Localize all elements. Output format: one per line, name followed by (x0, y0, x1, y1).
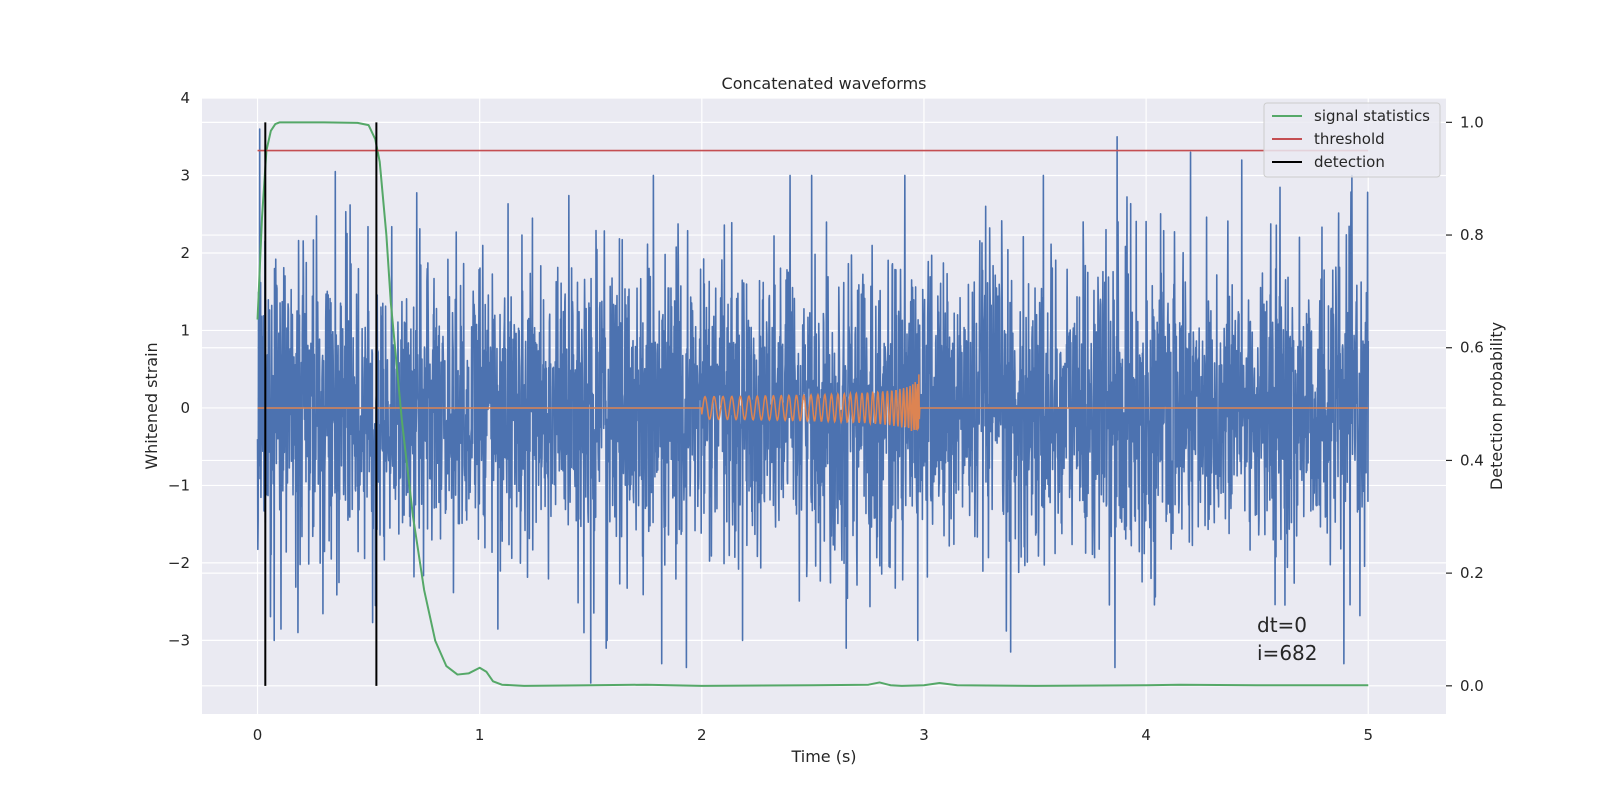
legend: signal statistics threshold detection (1263, 102, 1441, 178)
y-tick-label: 0 (180, 399, 190, 417)
annotation: dt=0 i=682 (1257, 613, 1318, 665)
x-tick-label: 0 (253, 726, 263, 744)
x-tick-label: 5 (1363, 726, 1373, 744)
y-tick-label: 4 (180, 89, 190, 107)
x-axis-label: Time (s) (790, 747, 856, 766)
signal-statistics-series (256, 121, 1369, 687)
annotation-line-dt: dt=0 (1257, 613, 1307, 637)
y-tick-label: 2 (180, 244, 190, 262)
y-right-tick-label: 0.4 (1460, 451, 1484, 469)
y-right-tick-label: 0.6 (1460, 339, 1484, 357)
strain-line (256, 128, 1370, 684)
signal-statistics-line (256, 121, 1369, 687)
x-tick-label: 4 (1141, 726, 1151, 744)
y-tick-label: −3 (168, 631, 190, 649)
y-tick-label: 1 (180, 321, 190, 339)
y-right-tick-label: 0.0 (1460, 677, 1484, 695)
chart-title: Concatenated waveforms (722, 74, 927, 93)
injected-waveform-series (257, 374, 1369, 432)
legend-label-detection: detection (1314, 153, 1385, 171)
x-tick-label: 1 (475, 726, 485, 744)
y-right-tick-label: 0.8 (1460, 226, 1484, 244)
annotation-line-i: i=682 (1257, 641, 1318, 665)
injected-waveform-line (257, 374, 1369, 432)
legend-label-threshold: threshold (1314, 130, 1385, 148)
detection-series (264, 122, 378, 686)
y-right-tick-label: 0.2 (1460, 564, 1484, 582)
y-right-tick-label: 1.0 (1460, 113, 1484, 131)
y-axis-label: Whitened strain (142, 342, 161, 469)
strain-series (256, 128, 1370, 684)
legend-label-signal-statistics: signal statistics (1314, 107, 1430, 125)
x-tick-label: 3 (919, 726, 929, 744)
y-axis-right-label: Detection probability (1487, 322, 1506, 490)
x-tick-label: 2 (697, 726, 707, 744)
y-tick-label: −1 (168, 476, 190, 494)
y-tick-label: −2 (168, 554, 190, 572)
axis-ticks: 0 1 2 3 4 5 −3 −2 −1 0 1 2 3 4 0.0 0.2 0.4 0.6 0.8 1.0 (168, 89, 1484, 744)
legend-box (1263, 102, 1441, 178)
y-tick-label: 3 (180, 166, 190, 184)
